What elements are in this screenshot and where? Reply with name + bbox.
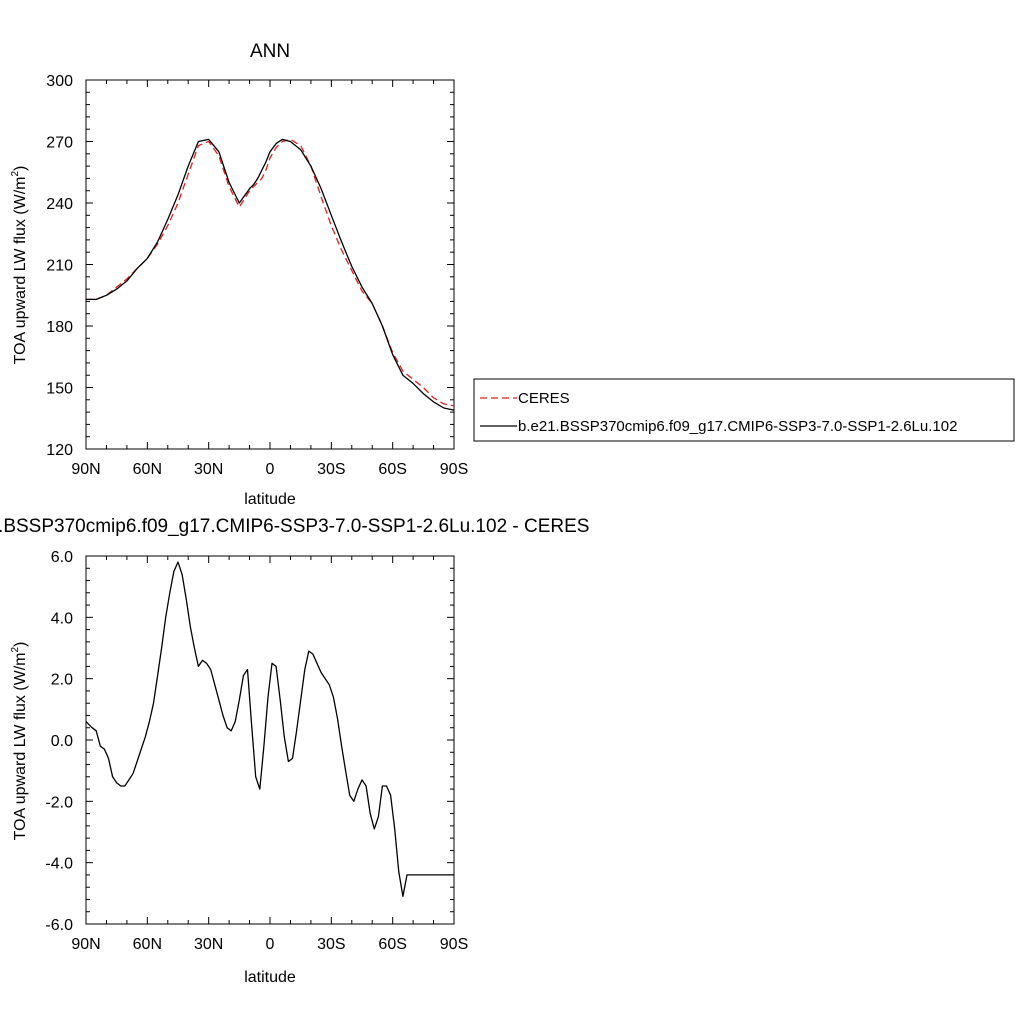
flux-panel-title: ANN <box>250 41 290 62</box>
flux-plot-area: 90N 60N 30N 0 30S 60S 90S 120 150 180 210 240 270 300 <box>46 73 468 478</box>
difference-panel-xlabel: latitude <box>244 969 296 986</box>
legend: CERES b.e21.BSSP370cmip6.f09_g17.CMIP6-S… <box>473 378 1015 442</box>
y-tick-label: 270 <box>46 135 73 152</box>
difference-panel: b.e21.BSSP370cmip6.f09_g17.CMIP6-SSP3-7.… <box>0 516 589 986</box>
y-tick-label: 240 <box>46 196 73 213</box>
flux-panel-ylabel: TOA upward LW flux (W/m2) <box>10 166 29 365</box>
flux-panel-xlabel: latitude <box>244 491 296 508</box>
x-tick-label: 90S <box>440 461 468 478</box>
legend-box <box>473 378 1015 442</box>
legend-label-ceres: CERES <box>518 390 570 407</box>
x-tick-label: 90S <box>440 936 468 953</box>
x-tick-label: 90N <box>71 936 100 953</box>
y-tick-label: 300 <box>46 73 73 90</box>
legend-label-model: b.e21.BSSP370cmip6.f09_g17.CMIP6-SSP3-7.… <box>518 418 957 435</box>
y-tick-label: -4.0 <box>45 856 73 873</box>
x-tick-label: 30N <box>194 936 223 953</box>
difference-plot-area: 90N 60N 30N 0 30S 60S 90S -6.0 -4.0 -2.0 0.0 2.0 4.0… <box>45 549 468 953</box>
x-tick-label: 60N <box>133 936 162 953</box>
series-line-1 <box>86 138 455 411</box>
y-tick-label: 120 <box>46 442 73 459</box>
x-tick-label: 0 <box>266 936 275 953</box>
y-tick-label: -6.0 <box>45 917 73 934</box>
x-tick-label: 60N <box>133 461 162 478</box>
y-tick-label: 2.0 <box>51 672 73 689</box>
x-tick-label: 60S <box>378 936 406 953</box>
y-tick-label: 180 <box>46 319 73 336</box>
series-line-0 <box>86 138 455 407</box>
flux-panel: ANN 90N 60N 30N 0 30S 60S 90S 120 150 180 210 240 27… <box>10 41 468 508</box>
y-tick-label: 0.0 <box>51 733 73 750</box>
x-tick-label: 30S <box>317 936 345 953</box>
y-tick-label: 6.0 <box>51 549 73 566</box>
x-tick-label: 30N <box>194 461 223 478</box>
difference-panel-title: b.e21.BSSP370cmip6.f09_g17.CMIP6-SSP3-7.… <box>0 516 589 537</box>
x-tick-label: 0 <box>266 461 275 478</box>
difference-panel-ylabel: TOA upward LW flux (W/m2) <box>10 642 29 841</box>
y-tick-label: 210 <box>46 258 73 275</box>
series-line-0 <box>85 561 454 898</box>
y-tick-label: -2.0 <box>45 794 73 811</box>
y-tick-label: 150 <box>46 381 73 398</box>
x-tick-label: 90N <box>71 461 100 478</box>
x-tick-label: 60S <box>378 461 406 478</box>
y-tick-label: 4.0 <box>51 610 73 627</box>
x-tick-label: 30S <box>317 461 345 478</box>
